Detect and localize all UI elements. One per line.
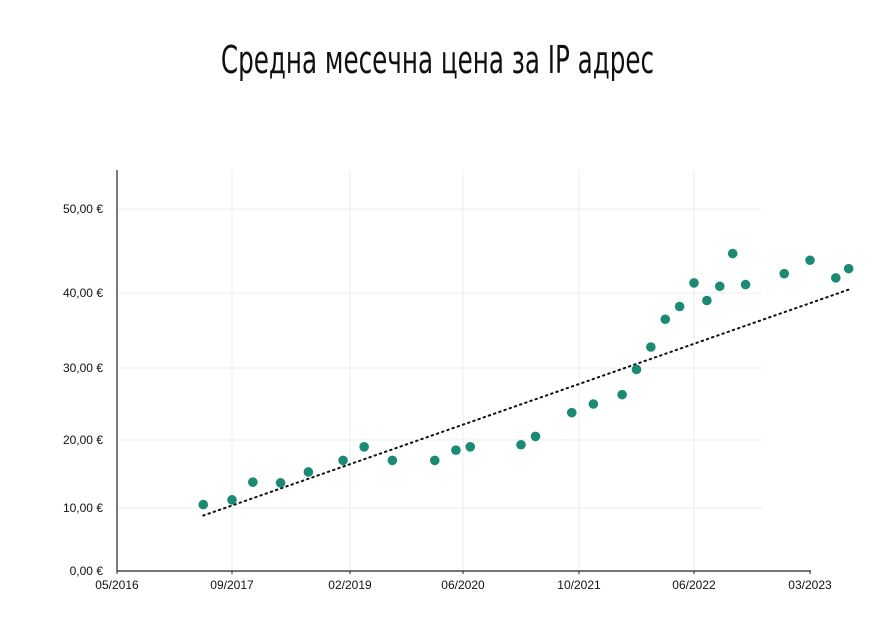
data-point bbox=[660, 314, 671, 325]
data-point bbox=[359, 442, 369, 452]
data-point bbox=[714, 281, 725, 292]
data-point bbox=[387, 455, 398, 466]
data-point bbox=[702, 295, 712, 306]
data-point bbox=[727, 248, 738, 259]
data-point bbox=[830, 273, 841, 283]
axes bbox=[116, 170, 811, 572]
data-point bbox=[248, 477, 258, 487]
data-points bbox=[198, 248, 854, 510]
x-tick-label: 05/2016 bbox=[95, 578, 139, 592]
data-point bbox=[465, 442, 476, 452]
x-tick-label: 03/2023 bbox=[788, 578, 832, 592]
data-point bbox=[566, 407, 577, 418]
data-point bbox=[429, 455, 440, 466]
data-point bbox=[805, 255, 815, 266]
data-point bbox=[303, 467, 314, 477]
y-axis-ticks: 0,00 € 10,00 € 20,00 € 30,00 € 40,00 € 50,00 … bbox=[63, 202, 103, 578]
data-point bbox=[646, 342, 656, 352]
y-tick-label: 50,00 € bbox=[63, 202, 103, 216]
data-point bbox=[779, 268, 790, 279]
data-point bbox=[674, 301, 685, 312]
data-point bbox=[338, 455, 348, 466]
data-point bbox=[530, 431, 541, 442]
data-point bbox=[516, 439, 526, 450]
data-point bbox=[451, 445, 461, 456]
data-point bbox=[617, 389, 627, 400]
x-tick-label: 10/2021 bbox=[557, 578, 601, 592]
y-tick-label: 0,00 € bbox=[70, 564, 104, 578]
y-tick-label: 10,00 € bbox=[63, 501, 103, 515]
x-tick-label: 09/2017 bbox=[210, 578, 254, 592]
x-tick-label: 06/2022 bbox=[672, 578, 716, 592]
trendline bbox=[202, 288, 850, 517]
x-tick-label: 02/2019 bbox=[328, 578, 372, 592]
data-point bbox=[843, 263, 854, 274]
data-point bbox=[198, 499, 209, 510]
x-tick-label: 06/2020 bbox=[441, 578, 485, 592]
data-point bbox=[275, 478, 286, 488]
y-tick-label: 20,00 € bbox=[63, 433, 103, 447]
data-point bbox=[740, 279, 751, 290]
data-point bbox=[227, 495, 237, 505]
trendline-group bbox=[202, 288, 850, 517]
data-point bbox=[588, 399, 599, 409]
data-point bbox=[689, 278, 699, 288]
data-point bbox=[631, 364, 642, 375]
y-tick-label: 40,00 € bbox=[63, 286, 103, 300]
x-axis-ticks: 05/2016 09/2017 02/2019 06/2020 10/2021 06/20… bbox=[95, 571, 832, 592]
chart-title: Средна месечна цена за IP адрес bbox=[220, 38, 655, 82]
y-tick-label: 30,00 € bbox=[63, 361, 103, 375]
